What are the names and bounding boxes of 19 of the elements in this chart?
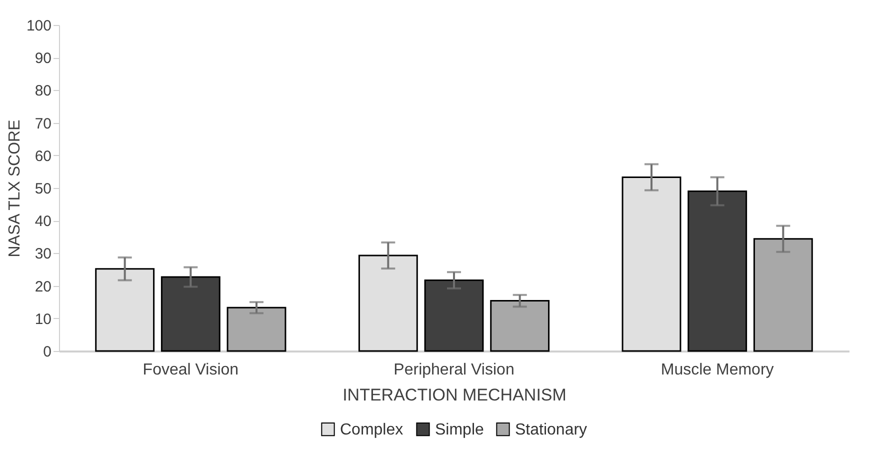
y-tick-label: 10: [34, 310, 52, 328]
x-tick-label: Peripheral Vision: [394, 362, 514, 378]
y-tick-label: 50: [34, 180, 52, 198]
y-tick-label: 0: [43, 344, 52, 360]
x-tick-label: Foveal Vision: [142, 362, 239, 378]
y-tick-label: 60: [34, 148, 52, 165]
legend-label: Complex: [340, 421, 404, 438]
legend-label: Stationary: [515, 421, 588, 438]
x-axis-title: INTERACTION MECHANISM: [342, 386, 566, 404]
x-tick-label: Muscle Memory: [660, 362, 774, 378]
y-tick-label: 80: [34, 82, 52, 100]
y-tick-label: 70: [34, 115, 52, 132]
y-tick-label: 90: [34, 50, 52, 68]
y-tick-label: 20: [34, 278, 52, 296]
y-axis-title: NASA TLX SCORE: [6, 120, 24, 258]
y-tick-label: 100: [26, 18, 52, 34]
legend-label: Simple: [435, 421, 484, 438]
y-tick-label: 30: [34, 246, 52, 263]
y-tick-label: 40: [34, 213, 52, 230]
